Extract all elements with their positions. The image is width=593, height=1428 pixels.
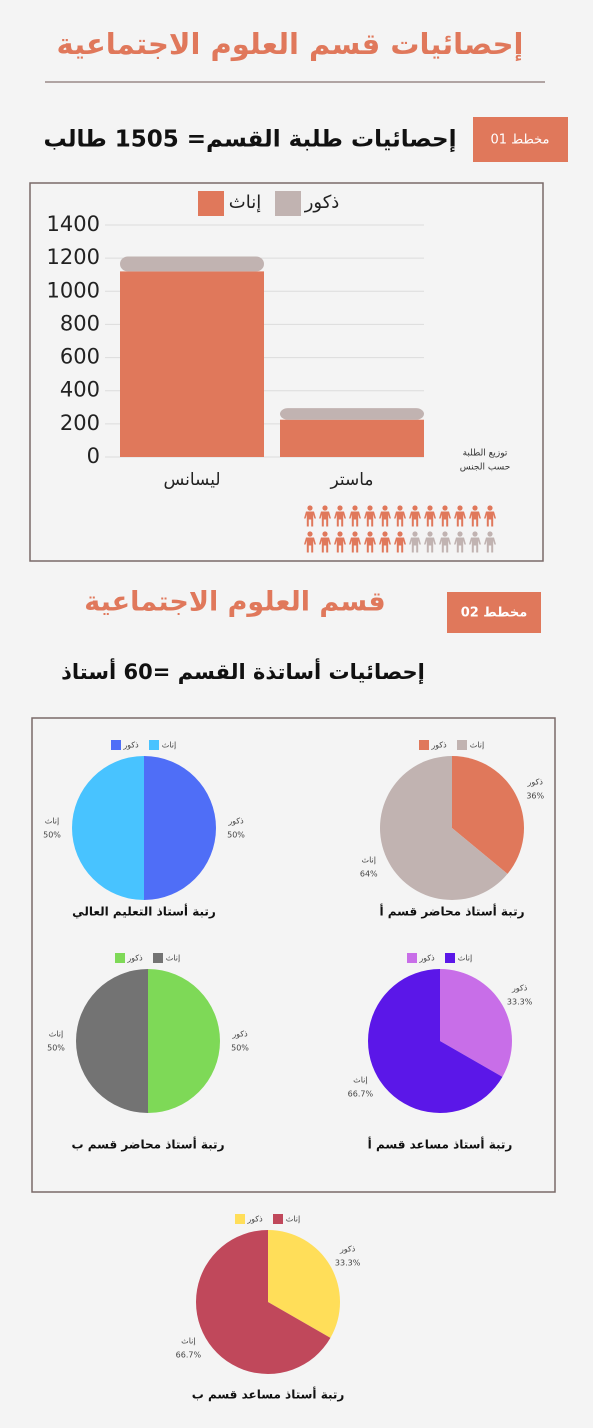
slice-value: 66.7%	[176, 1351, 202, 1360]
pie-slice	[196, 1230, 331, 1375]
legend-label: ذكور	[430, 741, 447, 750]
y-tick-label: 1400	[47, 212, 100, 236]
badge	[473, 117, 568, 162]
legend-swatch	[445, 953, 455, 963]
legend-swatch	[407, 953, 417, 963]
pie-slice	[452, 756, 525, 874]
pie-slice	[440, 969, 513, 1077]
legend-swatch	[419, 740, 429, 750]
slice-label: ذكور	[511, 983, 528, 992]
legend-label: ذكور	[126, 954, 143, 963]
legend-label: ذكور	[418, 954, 435, 963]
bar-segment	[280, 419, 424, 457]
note: حسب الجنس	[460, 463, 511, 473]
chart-frame	[31, 717, 556, 1193]
legend-swatch	[115, 953, 125, 963]
legend-label: إناث	[286, 1215, 300, 1225]
pie-slice	[368, 969, 503, 1113]
badge-text: مخطط 02	[461, 606, 528, 621]
slice-value: 64%	[360, 870, 378, 879]
bar-segment	[120, 256, 264, 272]
legend-label: ذكور	[304, 192, 340, 213]
slice-label: ذكور	[527, 777, 544, 786]
legend-swatch	[149, 740, 159, 750]
slice-value: 50%	[43, 831, 61, 840]
slice-label: ذكور	[339, 1244, 356, 1253]
x-tick-label: ليسانس	[163, 470, 220, 490]
slice-label: إناث	[362, 856, 376, 866]
y-tick-label: 0	[87, 444, 100, 468]
legend-label: إناث	[458, 954, 472, 964]
legend-label: ذكور	[246, 1215, 263, 1224]
legend-swatch	[153, 953, 163, 963]
legend-swatch	[273, 1214, 283, 1224]
y-tick-label: 400	[60, 378, 100, 402]
legend-swatch	[275, 191, 301, 216]
legend-swatch	[457, 740, 467, 750]
slice-label: ذكور	[231, 1030, 248, 1039]
slice-label: إناث	[353, 1076, 367, 1086]
slice-label: إناث	[49, 1030, 63, 1040]
slice-value: 50%	[227, 831, 245, 840]
section-heading: إحصائيات طلبة القسم= 1505 طالب	[43, 127, 456, 153]
y-tick-label: 1200	[47, 245, 100, 269]
pie-slice	[380, 756, 508, 901]
y-tick-label: 800	[60, 311, 100, 335]
slice-label: إناث	[181, 1337, 195, 1347]
slice-label: إناث	[45, 817, 59, 827]
slice-label: ذكور	[227, 817, 244, 826]
legend-label: إناث	[470, 741, 484, 751]
pie-slice	[268, 1230, 340, 1338]
pie-title: رتبة أستاذ محاضر قسم أ	[379, 904, 524, 919]
chart-frame	[29, 182, 544, 562]
slice-value: 66.7%	[348, 1090, 374, 1099]
pie-slice	[144, 756, 216, 900]
pie-title: رتبة أستاذ مساعد قسم أ	[368, 1137, 513, 1152]
note: توزيع الطلبة	[463, 449, 508, 459]
y-tick-label: 1000	[47, 278, 100, 302]
legend-swatch	[198, 191, 224, 216]
legend-swatch	[111, 740, 121, 750]
pie-title: رتبة أستاذ محاضر قسم ب	[72, 1137, 225, 1152]
y-tick-label: 200	[60, 411, 100, 435]
badge-text: مخطط 01	[490, 133, 549, 148]
bar-segment	[120, 271, 264, 457]
page-title: إحصائيات قسم العلوم الاجتماعية	[57, 27, 524, 62]
pie-slice	[72, 756, 144, 900]
bar-segment	[280, 408, 424, 420]
pie-title: رتبة أستاذ مساعد قسم ب	[192, 1387, 345, 1402]
badge	[447, 592, 541, 633]
y-tick-label: 600	[60, 345, 100, 369]
slice-value: 50%	[47, 1044, 65, 1053]
section-heading: إحصائيات أساتذة القسم =60 أستاذ	[61, 657, 425, 684]
legend-label: إناث	[166, 954, 180, 964]
slice-value: 36%	[526, 791, 544, 800]
slice-value: 33.3%	[507, 997, 533, 1006]
legend-swatch	[235, 1214, 245, 1224]
pie-title: رتبة أستاذ التعليم العالي	[72, 904, 216, 919]
pie-slice	[148, 969, 220, 1113]
x-tick-label: ماستر	[329, 470, 373, 490]
legend-label: إناث	[162, 741, 176, 751]
pie-slice	[76, 969, 148, 1113]
slice-value: 33.3%	[335, 1258, 361, 1267]
legend-label: إناث	[229, 192, 261, 213]
legend-label: ذكور	[122, 741, 139, 750]
section-title: قسم العلوم الاجتماعية	[84, 587, 385, 618]
slice-value: 50%	[231, 1044, 249, 1053]
